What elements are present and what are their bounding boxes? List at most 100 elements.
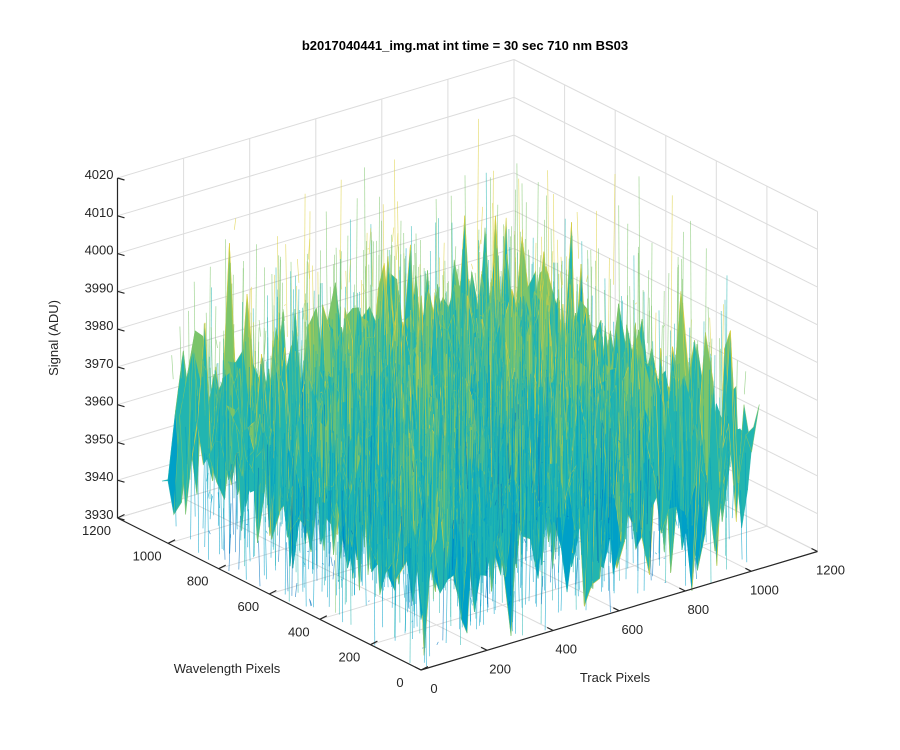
- z-tick: [117, 404, 125, 408]
- noise-hairline: [440, 304, 443, 330]
- noise-hairline: [343, 286, 346, 496]
- noise-hairline: [286, 542, 289, 592]
- noise-hairline: [513, 189, 516, 356]
- noise-hairline: [213, 410, 216, 516]
- noise-hairline: [313, 510, 316, 608]
- noise-hairline: [412, 299, 415, 334]
- noise-hairline: [490, 384, 494, 448]
- noise-hairline: [330, 319, 333, 440]
- grid-line: [117, 59, 515, 179]
- noise-hairline: [438, 458, 442, 580]
- noise-hairline: [438, 329, 442, 387]
- noise-hairline: [649, 364, 652, 443]
- z-tick-label: 4020: [85, 167, 114, 182]
- noise-hairline: [720, 310, 724, 511]
- noise-hairline: [605, 405, 608, 553]
- noise-hairline: [494, 277, 497, 319]
- noise-hairline: [200, 358, 203, 386]
- noise-hairline: [304, 404, 308, 477]
- noise-hairline: [248, 288, 251, 338]
- noise-hairline: [576, 350, 579, 532]
- noise-hairline: [381, 517, 384, 591]
- noise-hairline: [672, 454, 675, 489]
- noise-hairline: [460, 292, 463, 323]
- noise-hairline: [203, 360, 206, 417]
- noise-hairline: [265, 337, 269, 509]
- noise-hairline: [489, 340, 492, 478]
- noise-hairline: [332, 264, 336, 470]
- noise-hairline: [544, 369, 547, 551]
- noise-hairline: [468, 537, 471, 626]
- noise-hairline: [433, 357, 437, 584]
- noise-hairline: [411, 620, 414, 623]
- noise-hairline: [221, 398, 224, 457]
- noise-hairline: [415, 233, 418, 356]
- noise-hairline: [213, 306, 217, 430]
- noise-hairline: [480, 346, 483, 386]
- noise-hairline: [463, 238, 467, 475]
- noise-hairline: [444, 352, 447, 438]
- noise-hairline: [231, 324, 235, 414]
- noise-hairline: [242, 382, 245, 435]
- noise-hairline: [410, 332, 413, 533]
- noise-hairline: [336, 541, 339, 596]
- noise-hairline: [433, 379, 436, 602]
- noise-hairline: [619, 466, 622, 548]
- noise-hairline: [237, 367, 241, 434]
- noise-hairline: [202, 453, 205, 529]
- noise-hairline: [731, 485, 735, 519]
- noise-hairline: [394, 159, 397, 357]
- noise-hairline: [319, 423, 322, 512]
- noise-hairline: [628, 419, 631, 496]
- noise-hairline: [193, 281, 197, 422]
- noise-hairline: [227, 411, 230, 554]
- noise-hairline: [566, 504, 569, 578]
- noise-hairline: [581, 332, 584, 413]
- noise-hairline: [267, 444, 270, 528]
- noise-hairline: [407, 438, 410, 566]
- noise-hairline: [654, 552, 658, 555]
- noise-hairline: [438, 378, 441, 463]
- noise-hairline: [292, 330, 295, 524]
- noise-hairline: [387, 409, 391, 431]
- z-tick-label: 3940: [85, 469, 114, 484]
- noise-hairline: [413, 563, 417, 617]
- noise-hairline: [713, 355, 716, 527]
- noise-hairline: [363, 400, 366, 404]
- noise-hairline: [502, 313, 505, 458]
- noise-hairline: [400, 342, 403, 378]
- noise-hairline: [466, 480, 469, 581]
- noise-hairline: [676, 484, 680, 529]
- noise-hairline: [561, 345, 564, 347]
- grid-line: [513, 210, 818, 364]
- grid-line: [117, 96, 515, 217]
- grid-line: [513, 96, 818, 250]
- noise-hairline: [441, 455, 444, 522]
- noise-hairline: [210, 327, 214, 389]
- noise-hairline: [400, 507, 404, 568]
- noise-hairline: [495, 511, 498, 585]
- noise-hairline: [236, 456, 239, 524]
- noise-hairline: [523, 349, 526, 364]
- noise-hairline: [555, 434, 558, 447]
- x-tick: [811, 547, 818, 553]
- y-tick: [319, 615, 328, 620]
- noise-hairline: [560, 553, 563, 611]
- noise-hairline: [511, 384, 514, 485]
- noise-hairline: [304, 396, 307, 533]
- noise-hairline: [328, 429, 332, 607]
- noise-hairline: [535, 485, 539, 607]
- noise-hairline: [635, 322, 638, 359]
- noise-hairline: [265, 530, 268, 534]
- noise-hairline: [380, 249, 383, 314]
- z-tick-label: 3990: [85, 280, 114, 295]
- noise-hairline: [727, 415, 730, 540]
- noise-hairline: [305, 293, 308, 417]
- noise-hairline: [583, 479, 586, 485]
- noise-hairline: [427, 495, 431, 657]
- noise-hairline: [525, 430, 528, 515]
- noise-hairline: [584, 343, 588, 439]
- noise-hairline: [540, 575, 544, 605]
- noise-hairline: [262, 357, 265, 576]
- noise-hairline: [455, 268, 459, 363]
